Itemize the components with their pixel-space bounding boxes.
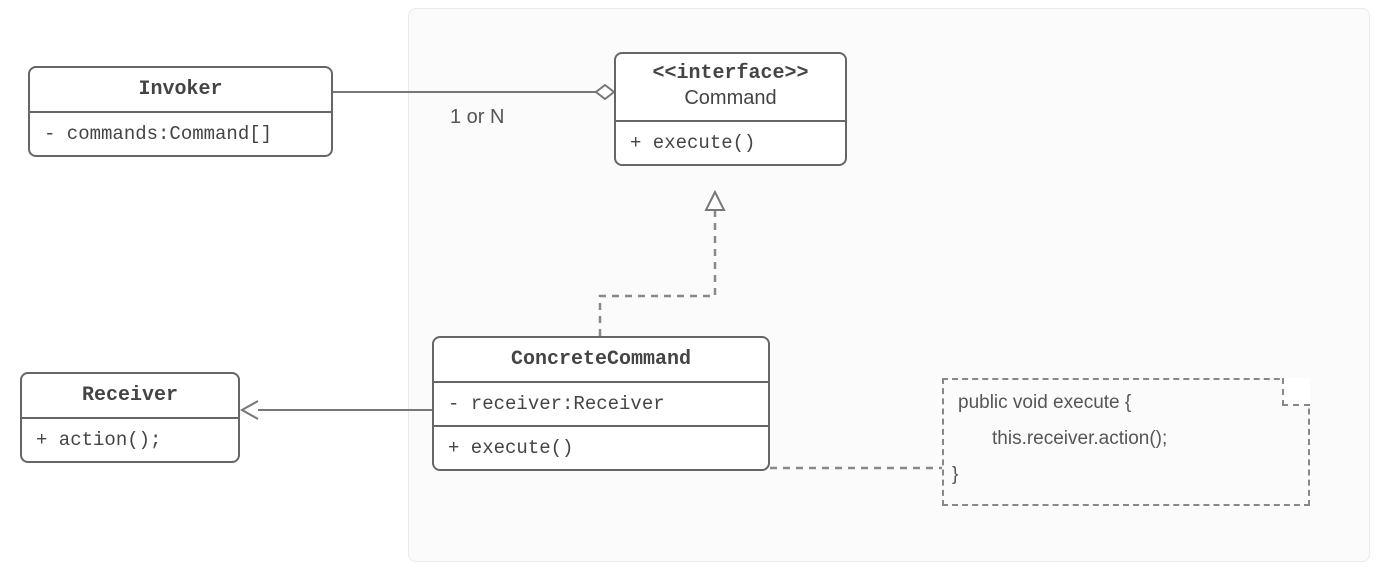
note-fold-icon (1282, 378, 1310, 406)
class-command: <<interface>> Command + execute() (614, 52, 847, 166)
note-line-1: this.receiver.action(); (944, 414, 1308, 450)
class-invoker-title: Invoker (30, 68, 331, 113)
class-concrete-attr0: - receiver:Receiver (434, 383, 768, 425)
class-receiver-title: Receiver (22, 374, 238, 419)
note-line-2: } (944, 450, 1308, 486)
class-concrete-command: ConcreteCommand - receiver:Receiver + ex… (432, 336, 770, 471)
class-invoker: Invoker - commands:Command[] (28, 66, 333, 157)
class-receiver: Receiver + action(); (20, 372, 240, 463)
class-command-title: Command (616, 85, 845, 122)
class-concrete-title: ConcreteCommand (434, 338, 768, 383)
class-concrete-method0: + execute() (434, 425, 768, 469)
class-command-method0: + execute() (616, 122, 845, 164)
note-line-0: public void execute { (944, 380, 1308, 414)
code-note: public void execute { this.receiver.acti… (942, 378, 1310, 506)
class-receiver-method0: + action(); (22, 419, 238, 461)
class-command-stereotype: <<interface>> (616, 54, 845, 85)
class-invoker-attr0: - commands:Command[] (30, 113, 331, 155)
edge-label-multiplicity: 1 or N (450, 106, 504, 129)
